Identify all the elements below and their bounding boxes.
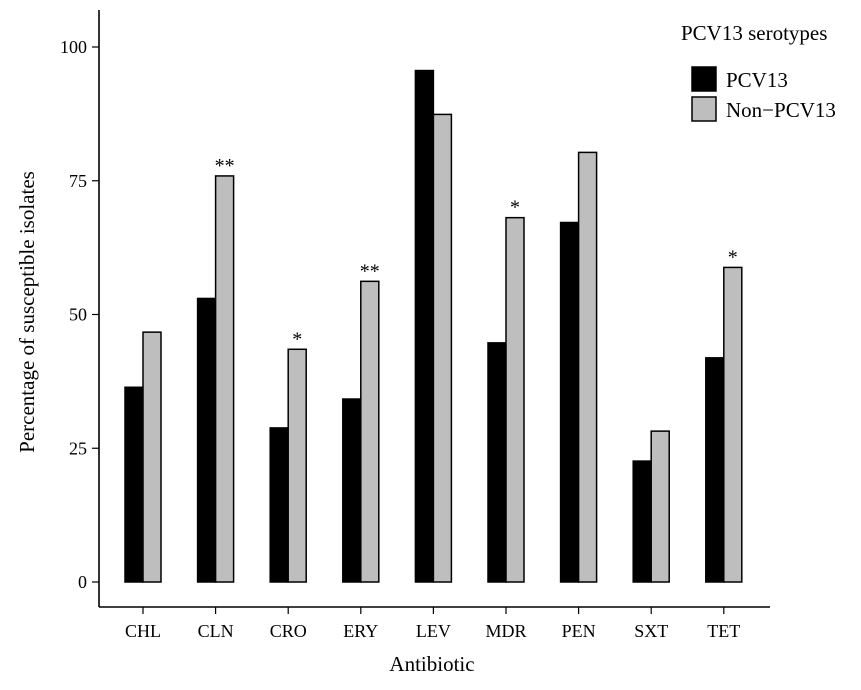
significance-label: * bbox=[292, 328, 302, 350]
bars bbox=[124, 69, 743, 583]
bar-non-pcv13-mdr bbox=[505, 216, 525, 583]
y-tick-label: 25 bbox=[69, 438, 87, 458]
bar-pcv13-pen bbox=[559, 221, 580, 583]
y-tick-label: 75 bbox=[69, 171, 87, 191]
bar-non-pcv13-cln bbox=[214, 175, 235, 583]
x-tick-label: CHL bbox=[125, 621, 161, 641]
y-axis: 0 25 50 75 100 bbox=[60, 10, 100, 607]
x-tick-label: MDR bbox=[485, 621, 526, 641]
legend-title: PCV13 serotypes bbox=[681, 21, 827, 45]
bar-pcv13-sxt bbox=[632, 460, 652, 583]
bar-non-pcv13-lev bbox=[432, 113, 453, 583]
significance-label: * bbox=[728, 246, 738, 268]
legend-key-non-pcv13 bbox=[691, 96, 717, 122]
bar-pcv13-mdr bbox=[487, 342, 507, 583]
x-axis: CHL CLN CRO ERY LEV MDR PEN SXT TET bbox=[99, 606, 770, 641]
x-tick-label: CRO bbox=[270, 621, 307, 641]
legend-label-non-pcv13: Non−PCV13 bbox=[726, 98, 836, 122]
y-axis-title: Percentage of susceptible isolates bbox=[15, 171, 39, 453]
significance-label: ** bbox=[215, 155, 235, 177]
bar-pcv13-cro bbox=[269, 427, 289, 583]
significance-label: * bbox=[510, 197, 520, 219]
legend: PCV13 serotypes PCV13 Non−PCV13 bbox=[681, 21, 836, 122]
bar-non-pcv13-sxt bbox=[650, 430, 670, 583]
x-tick-label: PEN bbox=[562, 621, 596, 641]
legend-key-pcv13 bbox=[691, 66, 717, 92]
legend-label-pcv13: PCV13 bbox=[726, 68, 788, 92]
x-axis-title: Antibiotic bbox=[389, 652, 474, 676]
significance-markers: ******* bbox=[215, 155, 738, 350]
x-tick-label: CLN bbox=[198, 621, 234, 641]
bar-pcv13-cln bbox=[196, 297, 217, 583]
bar-non-pcv13-ery bbox=[360, 280, 380, 583]
bar-non-pcv13-pen bbox=[577, 151, 598, 583]
bar-non-pcv13-tet bbox=[723, 266, 743, 583]
x-tick-label: TET bbox=[707, 621, 740, 641]
bar-pcv13-chl bbox=[124, 386, 144, 583]
bar-non-pcv13-cro bbox=[287, 348, 307, 583]
x-tick-label: SXT bbox=[634, 621, 668, 641]
x-tick-label: ERY bbox=[343, 621, 378, 641]
bar-non-pcv13-chl bbox=[142, 331, 162, 583]
bar-pcv13-ery bbox=[342, 398, 362, 583]
y-tick-label: 100 bbox=[60, 37, 87, 57]
bar-pcv13-tet bbox=[705, 357, 725, 583]
y-tick-label: 50 bbox=[69, 305, 87, 325]
bar-pcv13-lev bbox=[414, 69, 435, 583]
y-tick-label: 0 bbox=[78, 572, 87, 592]
x-tick-label: LEV bbox=[416, 621, 451, 641]
significance-label: ** bbox=[360, 260, 380, 282]
